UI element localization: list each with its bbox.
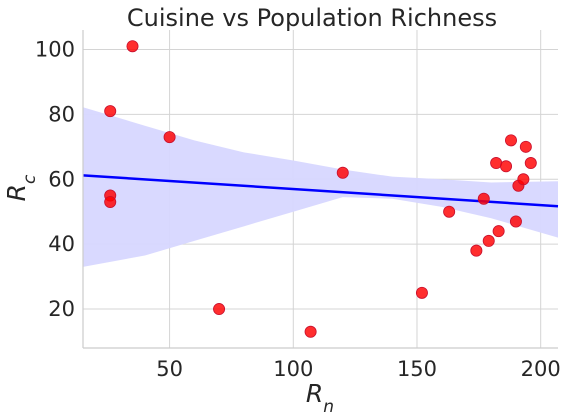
data-point — [213, 303, 226, 316]
data-point — [490, 157, 503, 170]
y-tick-label: 80 — [48, 102, 75, 126]
x-tick-label: 50 — [156, 357, 183, 381]
data-point — [509, 215, 522, 228]
y-tick-label: 20 — [48, 297, 75, 321]
y-tick-label: 60 — [48, 167, 75, 191]
data-points — [104, 40, 537, 338]
data-point — [482, 234, 495, 247]
y-tick-label: 40 — [48, 232, 75, 256]
confidence-band — [83, 107, 558, 267]
y-tick-labels: 20 40 60 80 100 — [35, 37, 75, 321]
x-axis-title: Rn — [306, 379, 334, 415]
data-point — [470, 244, 483, 257]
data-point — [443, 205, 456, 218]
data-point — [492, 225, 505, 238]
y-axis-title-base: R — [2, 184, 31, 201]
x-tick-label: 200 — [521, 357, 561, 381]
data-point — [415, 286, 428, 299]
y-axis-title: Rc — [2, 174, 40, 201]
x-axis-title-base: R — [306, 379, 323, 408]
x-tick-label: 100 — [273, 357, 313, 381]
data-point — [504, 134, 517, 147]
data-point — [304, 325, 317, 338]
data-point — [500, 160, 513, 173]
chart-title: Cuisine vs Population Richness — [127, 4, 497, 32]
data-point — [163, 131, 176, 144]
data-point — [519, 140, 532, 153]
x-axis-title-sub: n — [323, 397, 334, 415]
y-axis-title-sub: c — [20, 174, 40, 184]
data-point — [104, 195, 117, 208]
data-point — [104, 105, 117, 118]
data-point — [517, 173, 530, 186]
data-point — [477, 192, 490, 205]
data-point — [126, 40, 139, 53]
x-tick-labels: 50 100 150 200 — [156, 357, 561, 381]
y-tick-label: 100 — [35, 37, 75, 61]
x-tick-label: 150 — [397, 357, 437, 381]
data-point — [336, 166, 349, 179]
data-point — [524, 157, 537, 170]
